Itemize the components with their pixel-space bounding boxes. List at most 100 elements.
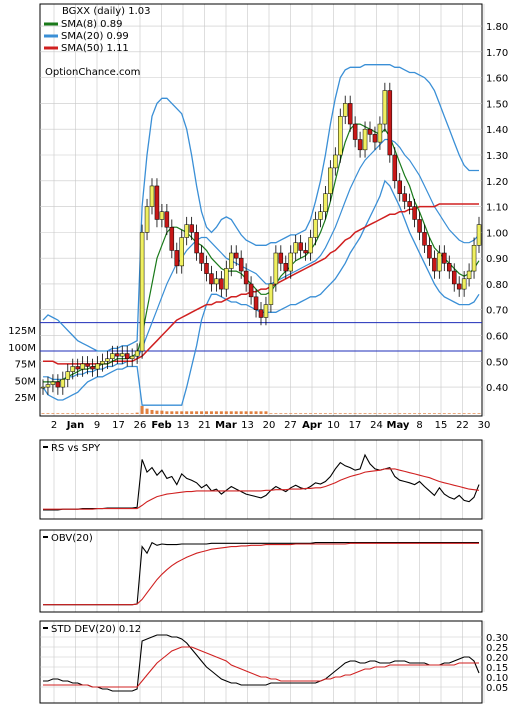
std-dev-tick-label: 0.15 bbox=[486, 663, 508, 674]
volume-bar bbox=[338, 413, 342, 414]
candle-body bbox=[60, 379, 66, 388]
candle-body bbox=[288, 252, 293, 272]
volume-bar bbox=[76, 413, 80, 414]
candle-body bbox=[45, 384, 51, 388]
legend-entry: SMA(20) 0.99 bbox=[61, 31, 129, 42]
x-tick-label: 20 bbox=[263, 420, 276, 431]
volume-bar bbox=[373, 413, 377, 414]
candle-body bbox=[382, 90, 388, 125]
volume-bar bbox=[358, 413, 362, 414]
candle-body bbox=[243, 270, 249, 285]
x-tick-label: 9 bbox=[94, 420, 100, 431]
volume-bar bbox=[105, 413, 109, 414]
x-tick-label: 27 bbox=[284, 420, 297, 431]
panel-frame bbox=[39, 529, 483, 613]
candle-body bbox=[338, 116, 343, 156]
candle-body bbox=[204, 263, 209, 274]
candle-body bbox=[476, 224, 482, 246]
price-tick-label: 1.10 bbox=[486, 203, 508, 214]
price-tick-label: 1.30 bbox=[486, 151, 508, 162]
candle-body bbox=[134, 350, 140, 357]
volume-bar bbox=[368, 413, 372, 414]
volume-bar bbox=[403, 413, 407, 414]
volume-bar bbox=[318, 413, 322, 414]
candle-body bbox=[412, 206, 417, 220]
volume-bar bbox=[160, 410, 164, 414]
volume-bar bbox=[462, 413, 466, 414]
volume-bar bbox=[294, 413, 298, 414]
volume-bar bbox=[477, 413, 481, 414]
candle-body bbox=[40, 386, 46, 389]
volume-bar bbox=[81, 413, 85, 414]
volume-bar bbox=[254, 411, 258, 414]
volume-bar bbox=[41, 413, 45, 414]
price-tick-label: 1.40 bbox=[486, 125, 508, 136]
volume-bar bbox=[442, 413, 446, 414]
volume-bar bbox=[150, 409, 154, 414]
volume-bar bbox=[249, 411, 253, 414]
candle-body bbox=[253, 296, 259, 310]
rs-vs-spy-signal-line bbox=[43, 468, 480, 510]
candle-body bbox=[129, 355, 135, 359]
volume-bar bbox=[209, 411, 213, 414]
x-tick-label: Jan bbox=[66, 420, 85, 431]
obv-signal-line bbox=[43, 542, 479, 606]
price-tick-label: 0.80 bbox=[486, 280, 508, 291]
candle-body bbox=[174, 250, 180, 267]
ticker-label: BGXX (daily) 1.03 bbox=[62, 6, 151, 17]
volume-bar bbox=[234, 411, 238, 414]
volume-bar bbox=[205, 411, 208, 414]
candle-body bbox=[199, 252, 204, 264]
panel-frame bbox=[39, 439, 483, 520]
price-tick-label: 1.60 bbox=[486, 74, 508, 85]
price-tick-label: 0.60 bbox=[486, 332, 508, 343]
candle-body bbox=[318, 211, 323, 220]
candle-body bbox=[308, 237, 313, 254]
volume-bar bbox=[86, 413, 90, 414]
volume-bar bbox=[309, 413, 313, 414]
volume-bar bbox=[125, 413, 129, 414]
volume-bar bbox=[353, 413, 357, 414]
candle-body bbox=[238, 257, 244, 272]
volume-bar bbox=[244, 411, 248, 414]
volume-bar bbox=[269, 413, 273, 414]
candle-body bbox=[194, 232, 199, 254]
candle-body bbox=[456, 283, 462, 290]
candle-body bbox=[95, 363, 100, 370]
volume-bar bbox=[130, 413, 134, 414]
volume-bar bbox=[427, 413, 431, 414]
volume-bar bbox=[165, 411, 169, 414]
x-tick-label: 21 bbox=[198, 420, 211, 431]
volume-bar bbox=[264, 411, 268, 414]
obv-label: OBV(20) bbox=[51, 533, 93, 544]
volume-bar bbox=[279, 413, 283, 414]
candle-body bbox=[90, 366, 95, 370]
std-dev-tick-label: 0.10 bbox=[486, 673, 508, 684]
volume-bar bbox=[185, 411, 189, 414]
x-tick-label: 10 bbox=[327, 420, 340, 431]
candle-body bbox=[179, 237, 184, 267]
candle-body bbox=[293, 242, 298, 254]
candle-body bbox=[397, 180, 402, 194]
candle-body bbox=[189, 224, 194, 233]
price-tick-label: 0.50 bbox=[486, 357, 508, 368]
volume-bar bbox=[467, 413, 471, 414]
candle-body bbox=[303, 250, 308, 254]
x-tick-label: 26 bbox=[134, 420, 147, 431]
volume-bar bbox=[120, 413, 124, 414]
volume-bar bbox=[299, 413, 303, 414]
source-label: OptionChance.com bbox=[45, 67, 140, 78]
sma20-line bbox=[43, 138, 480, 380]
volume-bar bbox=[219, 411, 223, 414]
volume-bar bbox=[274, 413, 278, 414]
volume-bar bbox=[304, 413, 308, 414]
candle-body bbox=[372, 134, 378, 143]
candle-body bbox=[233, 252, 239, 259]
candle-body bbox=[263, 304, 269, 318]
candle-body bbox=[447, 263, 452, 272]
obv-line bbox=[43, 541, 479, 606]
x-tick-label: Mar bbox=[215, 420, 237, 431]
candle-body bbox=[427, 245, 432, 259]
candle-body bbox=[273, 252, 279, 285]
volume-tick-label: 50M bbox=[15, 376, 36, 387]
